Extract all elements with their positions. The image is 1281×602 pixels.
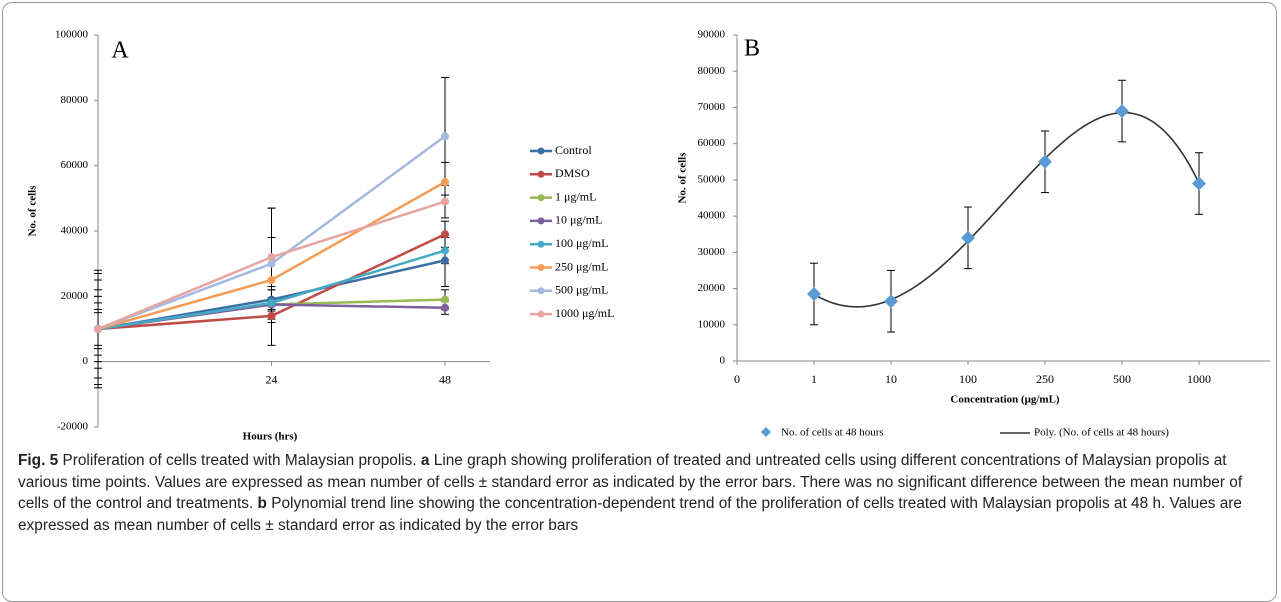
data-point [1192, 176, 1206, 191]
legend-marker [537, 170, 545, 178]
legend-marker [537, 287, 545, 295]
data-point [267, 276, 276, 284]
legend-marker [537, 310, 545, 318]
y-tick-label: 60000 [61, 159, 89, 171]
data-point [961, 230, 975, 245]
data-point [267, 311, 276, 320]
y-tick-label: 40000 [61, 225, 89, 237]
x-tick-label: 100 [959, 372, 977, 386]
trend-line [813, 111, 1200, 308]
legend-label: Control [555, 143, 592, 157]
legend-label: 250 μg/mL [555, 259, 608, 273]
data-point [267, 259, 276, 268]
x-tick-label: 48 [439, 372, 451, 386]
caption-title: Proliferation of cells treated with Mala… [62, 452, 417, 469]
x-axis-title: Hours (hrs) [243, 431, 298, 443]
y-tick-label: -20000 [57, 421, 89, 433]
caption: Fig. 5 Proliferation of cells treated wi… [18, 450, 1268, 536]
data-point [94, 325, 102, 333]
panel-label: A [111, 38, 129, 64]
data-point [807, 286, 821, 301]
legend-marker [537, 217, 545, 225]
y-tick-label: 10000 [698, 318, 726, 330]
legend-marker [537, 147, 545, 155]
y-tick-label: 80000 [698, 65, 726, 77]
legend-label: 1 μg/mL [555, 189, 596, 203]
data-point [441, 132, 449, 141]
part-text: Line graph showing proliferation of trea… [18, 452, 1243, 513]
legend-marker [537, 264, 545, 271]
legend-marker [537, 240, 545, 248]
part-text: Polynomial trend line showing the concen… [18, 495, 1242, 534]
y-tick-label: 30000 [698, 246, 726, 258]
y-tick-label: 80000 [61, 94, 89, 106]
x-tick-label: 500 [1113, 372, 1131, 386]
data-point [884, 294, 898, 309]
data-point [441, 295, 449, 304]
data-point [441, 303, 449, 312]
y-axis-title: No. of cells [677, 152, 689, 204]
legend-label: 1000 μg/mL [555, 306, 614, 320]
x-tick-label: 10 [885, 372, 897, 386]
y-axis-title: No. of cells [27, 185, 39, 237]
legend-label: No. of cells at 48 hours [781, 427, 884, 439]
y-tick-label: 70000 [698, 101, 726, 113]
x-tick-label: 1 [811, 372, 817, 386]
data-point [441, 230, 449, 239]
data-point [441, 197, 449, 206]
legend-marker [537, 194, 545, 202]
data-point [1038, 154, 1052, 169]
y-tick-label: 40000 [698, 210, 726, 222]
y-tick-label: 100000 [55, 29, 89, 41]
legend-label: Poly. (No. of cells at 48 hours) [1034, 427, 1169, 439]
panel-label: B [744, 36, 760, 62]
data-point [441, 256, 449, 265]
y-tick-label: 20000 [698, 282, 726, 294]
data-point [267, 253, 276, 262]
x-tick-label: 1000 [1187, 372, 1211, 386]
x-axis-title: Concentration (μg/mL) [950, 394, 1060, 406]
y-tick-label: 60000 [698, 137, 726, 149]
data-point [441, 178, 449, 186]
y-tick-label: 90000 [698, 29, 726, 41]
legend-label: DMSO [555, 166, 590, 180]
legend-marker [761, 427, 771, 437]
y-tick-label: 20000 [61, 290, 89, 302]
legend-label: 10 μg/mL [555, 213, 602, 227]
figure-label: Fig. 5 [18, 452, 59, 469]
x-tick-label: 250 [1036, 372, 1054, 386]
x-tick-label: 24 [266, 372, 278, 386]
data-point [1115, 104, 1129, 119]
data-point [267, 298, 276, 307]
part-label: b [257, 495, 267, 513]
x-tick-label: 0 [734, 372, 740, 386]
y-tick-label: 0 [83, 355, 89, 367]
y-tick-label: 0 [720, 355, 726, 367]
legend-label: 100 μg/mL [555, 236, 608, 250]
legend-label: 500 μg/mL [555, 283, 608, 297]
part-label: a [420, 452, 430, 469]
data-point [441, 246, 449, 255]
y-tick-label: 50000 [698, 173, 726, 185]
